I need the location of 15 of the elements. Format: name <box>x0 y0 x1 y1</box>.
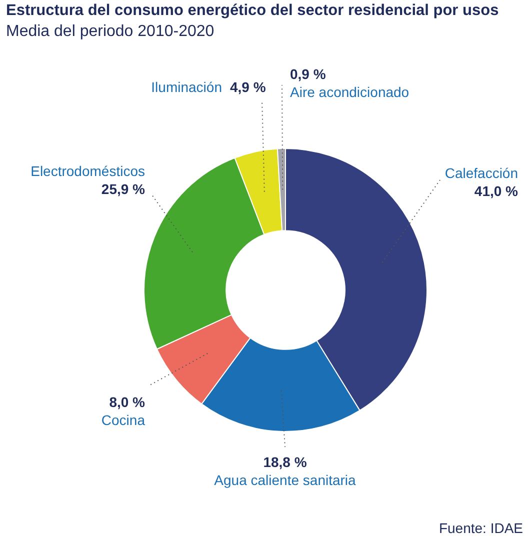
data-label: 18,8 % <box>263 454 308 470</box>
data-label: 25,9 % <box>101 180 146 197</box>
chart-title: Estructura del consumo energético del sector residencial por usos <box>6 2 499 21</box>
source-note: Fuente: IDAE <box>438 520 523 537</box>
slice-label: Agua caliente sanitaria <box>214 472 356 488</box>
data-label: 41,0 % <box>474 182 519 199</box>
data-label: 4,9 % <box>230 78 266 95</box>
slice-label: Calefacción <box>444 164 518 181</box>
slice-label: Aire acondicionado <box>290 84 410 100</box>
data-label: 0,9 % <box>290 66 326 82</box>
chart-subtitle: Media del periodo 2010-2020 <box>6 22 214 42</box>
slice-label: Iluminación <box>151 78 222 95</box>
slice-label: Electrodomésticos <box>30 162 145 179</box>
slice-label: Cocina <box>101 412 146 428</box>
data-label: 8,0 % <box>109 394 146 410</box>
